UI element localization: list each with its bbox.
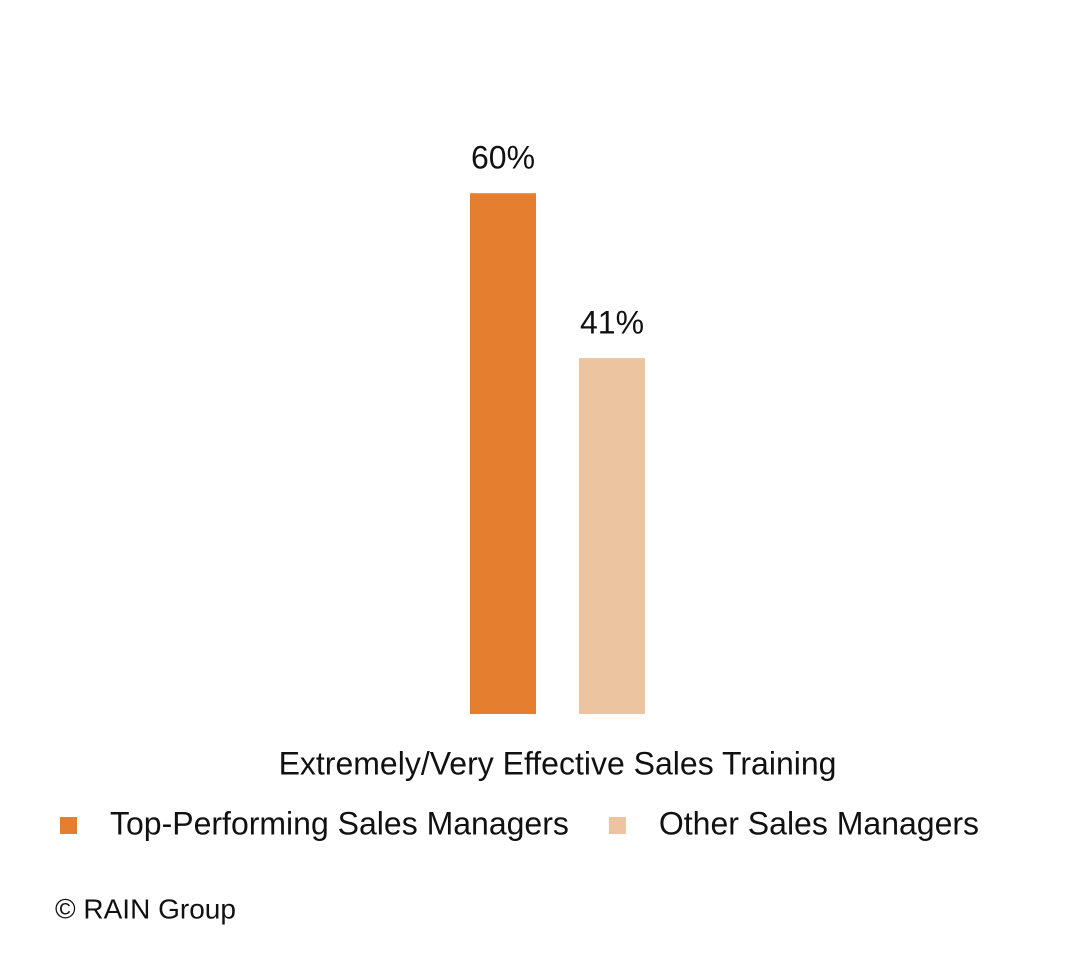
bar (470, 193, 536, 714)
source-note: © RAIN Group (55, 893, 236, 924)
bar (579, 358, 645, 714)
legend-label: Other Sales Managers (659, 805, 979, 841)
value-label: 60% (471, 140, 535, 176)
legend-swatch (608, 817, 626, 834)
value-label: 41% (580, 305, 644, 341)
legend-label: Top-Performing Sales Managers (110, 805, 569, 841)
legend-swatch (60, 817, 77, 834)
x-category-label: Extremely/Very Effective Sales Training (279, 745, 837, 781)
